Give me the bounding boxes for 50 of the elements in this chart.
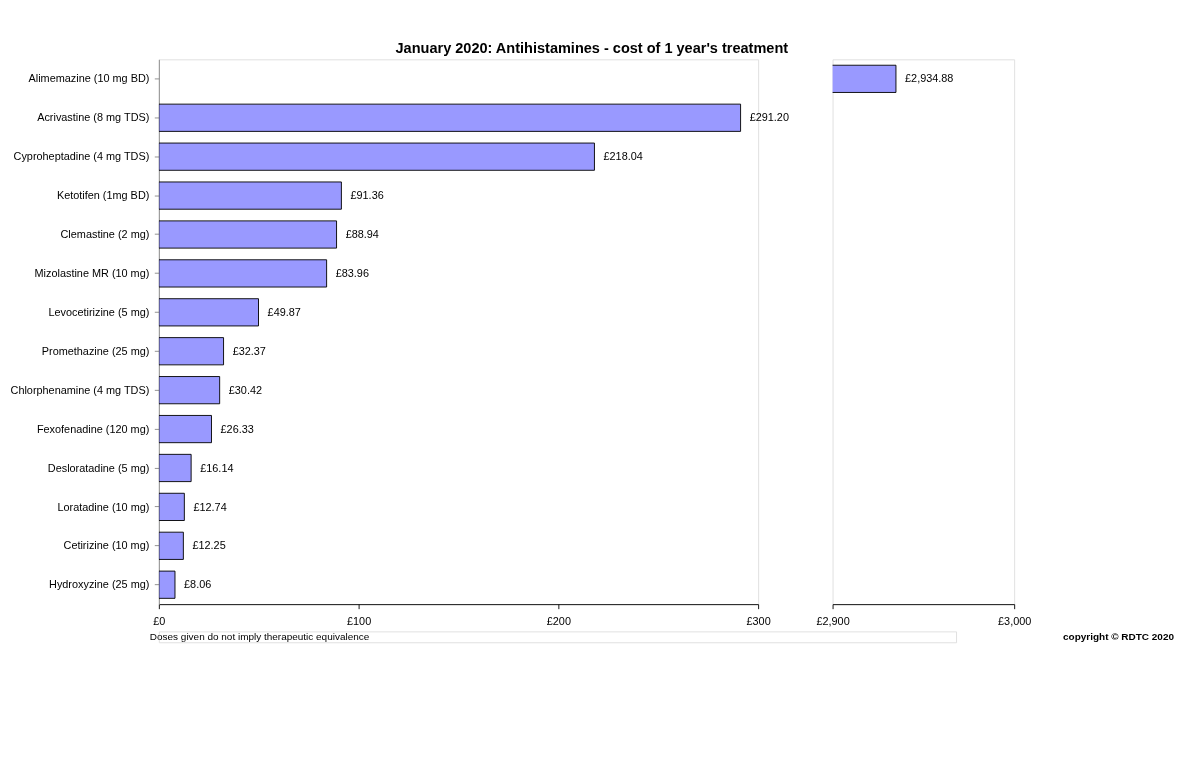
chart-title: January 2020: Antihistamines - cost of 1 year's treatment (395, 39, 789, 56)
x-tick-label: £3,000 (998, 614, 1032, 627)
y-tick-label: Hydroxyzine (25 mg) (49, 578, 150, 591)
data-label: £218.04 (603, 150, 643, 163)
text: copyright © RDTC 2020 (1063, 630, 1175, 642)
x-tick-label: £0 (153, 614, 166, 627)
data-label: £12.74 (193, 500, 227, 513)
x-tick-label: £300 (746, 614, 771, 627)
y-tick-label: Levocetirizine (5 mg) (48, 305, 150, 318)
bar (158, 337, 225, 366)
bar (158, 220, 338, 249)
y-tick-label: Alimemazine (10 mg BD) (28, 72, 150, 85)
bar (158, 103, 742, 132)
x-tick-label: £200 (546, 614, 571, 627)
bar (158, 259, 328, 288)
x-tick-label: £100 (347, 614, 372, 627)
bar (158, 531, 184, 560)
data-label: £32.37 (232, 344, 266, 357)
data-label: £49.87 (267, 305, 301, 318)
data-label: £16.14 (200, 461, 234, 474)
bar (158, 492, 185, 521)
data-label: £91.36 (350, 189, 384, 202)
data-label: £88.94 (345, 228, 379, 241)
bar (158, 298, 259, 327)
bar (158, 181, 342, 210)
y-tick-label: Cyproheptadine (4 mg TDS) (13, 150, 150, 163)
data-label: £2,934.88 (905, 72, 954, 85)
y-tick-label: Promethazine (25 mg) (41, 344, 150, 357)
data-label: £26.33 (220, 422, 254, 435)
data-label: £12.25 (192, 539, 226, 552)
y-tick-label: Chlorphenamine (4 mg TDS) (10, 383, 150, 396)
y-tick-label: Clemastine (2 mg) (60, 228, 150, 241)
y-tick-label: Cetirizine (10 mg) (63, 539, 150, 552)
y-tick-label: Ketotifen (1mg BD) (56, 189, 150, 202)
bar (158, 570, 176, 599)
y-tick-label: Mizolastine MR (10 mg) (34, 267, 150, 280)
data-label: £83.96 (335, 267, 369, 280)
text: Doses given do not imply therapeutic equivalence (149, 630, 370, 642)
x-tick-label: £2,900 (816, 614, 850, 627)
bar (158, 142, 595, 171)
y-tick-label: Desloratadine (5 mg) (47, 461, 150, 474)
bar (158, 453, 192, 483)
data-label: £8.06 (184, 578, 212, 591)
y-tick-label: Acrivastine (8 mg TDS) (37, 111, 150, 124)
y-tick-label: Loratadine (10 mg) (57, 500, 150, 513)
y-tick-label: Fexofenadine (120 mg) (36, 422, 150, 435)
bar (158, 414, 212, 444)
data-label: £30.42 (228, 383, 263, 396)
data-label: £291.20 (749, 111, 789, 124)
bar (158, 376, 221, 405)
